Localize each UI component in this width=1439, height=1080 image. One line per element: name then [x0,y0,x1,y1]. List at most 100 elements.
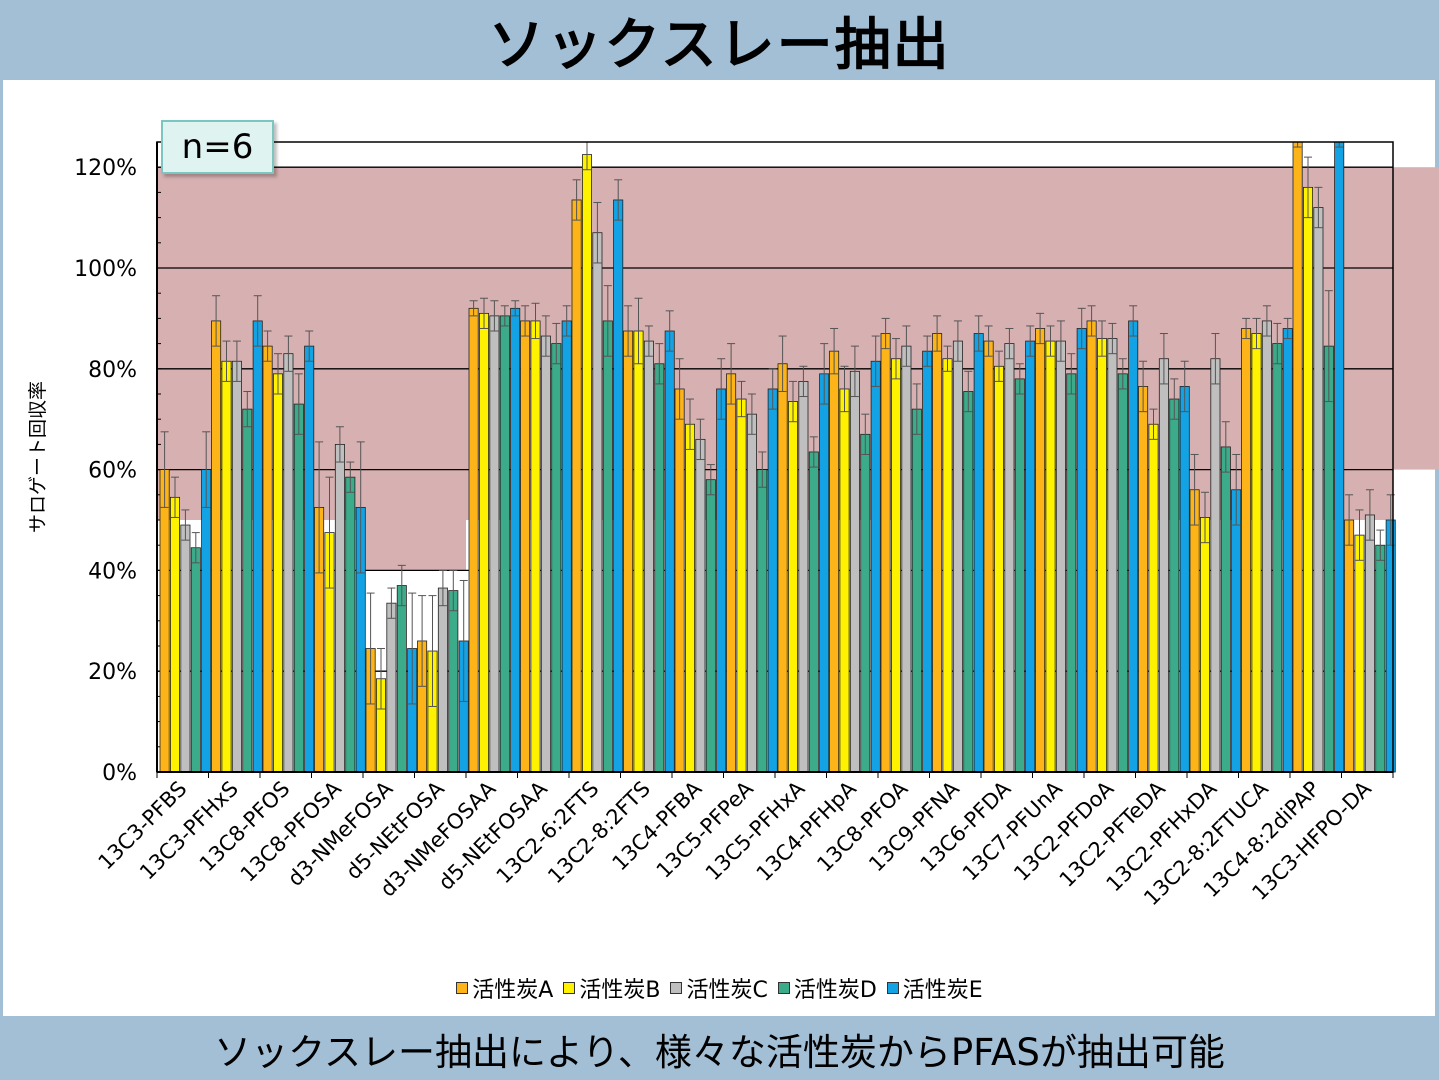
bar [1158,358,1169,773]
bar [1272,343,1283,773]
bar [1128,320,1139,773]
bar [952,340,963,773]
bar [685,423,696,773]
bar [1200,517,1211,773]
bar [530,320,541,773]
bar [705,479,716,773]
legend-swatch [777,982,790,994]
bar [1220,446,1231,773]
bar [592,232,603,773]
bar [478,312,489,773]
bar [1025,340,1036,773]
bar [994,365,1005,773]
bar [1004,343,1015,773]
bar [1323,345,1334,773]
bar [582,154,593,773]
bar [159,469,170,773]
acceptance-band [1393,167,1439,470]
bar [334,443,345,773]
bar [1210,358,1221,773]
bar [1292,141,1303,773]
bar [386,602,397,773]
bar [1138,386,1149,773]
bar [571,199,582,773]
bar [1066,373,1077,773]
y-tick-label: 120% [74,156,137,181]
legend-item: 活性炭B [563,972,660,1004]
y-tick-label: 20% [88,660,137,685]
bar [757,469,768,773]
bar [891,358,902,773]
bar [602,320,613,773]
bar [561,320,572,773]
bar [1303,186,1314,773]
legend-item: 活性炭D [777,972,877,1004]
bar [551,343,562,773]
bar [1334,141,1345,773]
bar [1107,338,1118,773]
bar [510,307,521,773]
bar [1179,386,1190,773]
title-bar: ソックスレー抽出 [0,0,1439,80]
bar [870,360,881,773]
chart-legend: 活性炭A 活性炭B 活性炭C 活性炭D 活性炭E [0,972,1439,1004]
legend-item: 活性炭C [670,972,768,1004]
bar [293,403,304,773]
bar [849,370,860,773]
bar [1241,328,1252,773]
footer-caption: ソックスレー抽出により、様々な活性炭からPFASが抽出可能 [214,1031,1225,1074]
bar [973,333,984,773]
legend-swatch [670,982,683,994]
bar [180,524,191,773]
bar [664,330,675,773]
bar [345,476,356,773]
bar [231,360,242,773]
legend-swatch [886,982,899,994]
bar [963,391,974,773]
bar [819,373,830,773]
bar [190,547,201,773]
bar [1086,320,1097,773]
legend-label: 活性炭E [902,978,983,1003]
legend-swatch [563,982,576,994]
bar [1385,519,1396,773]
bar [798,380,809,773]
bar [777,363,788,773]
bar [901,345,912,773]
footer-bar: ソックスレー抽出により、様々な活性炭からPFASが抽出可能 [0,1018,1439,1080]
bar [1035,328,1046,773]
bar [520,320,531,773]
bar [808,451,819,773]
bar [169,496,180,773]
y-tick-label: 0% [102,761,137,786]
legend-label: 活性炭A [472,978,554,1003]
bar [695,438,706,773]
bar [211,320,222,773]
slide-title: ソックスレー抽出 [488,12,951,78]
bar [1148,423,1159,773]
bar [633,330,644,773]
bar [1261,320,1272,773]
bar [1045,340,1056,773]
bar [860,433,871,773]
sample-count-badge: n=6 [161,120,274,174]
bar [489,315,500,773]
bar [1344,519,1355,773]
y-tick-label: 60% [88,459,137,484]
bar [1189,489,1200,773]
bar [674,388,685,773]
legend-label: 活性炭B [579,978,661,1003]
bar [499,315,510,773]
bar [448,590,459,773]
bar [922,350,933,773]
bar [911,408,922,773]
bar [540,335,551,773]
bar [1375,544,1386,773]
recovery-bar-chart: 0%20%40%60%80%100%120%サロゲート回収率13C3-PFBS1… [27,141,1439,910]
legend-item: 活性炭E [886,972,983,1004]
bar [613,199,624,773]
bar [1055,340,1066,773]
bar [1117,373,1128,773]
y-tick-label: 40% [88,559,137,584]
bar [1251,333,1262,773]
